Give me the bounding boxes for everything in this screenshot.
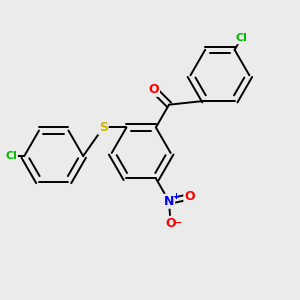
Text: −: −: [174, 218, 182, 228]
Text: Cl: Cl: [5, 151, 17, 161]
Text: +: +: [172, 192, 179, 201]
Text: O: O: [184, 190, 195, 203]
Text: S: S: [99, 121, 108, 134]
Text: O: O: [148, 83, 159, 96]
Text: N: N: [164, 195, 174, 208]
Text: O: O: [165, 217, 176, 230]
Text: Cl: Cl: [235, 33, 247, 43]
